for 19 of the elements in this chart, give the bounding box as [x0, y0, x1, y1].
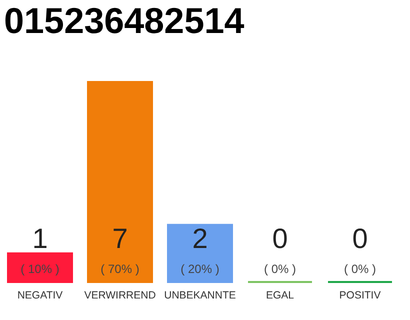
annotation: ( 0% ) — [344, 262, 376, 276]
data-label: 7 — [112, 223, 128, 254]
data-label: 2 — [192, 223, 208, 254]
bar — [7, 252, 73, 283]
x-tick-label: NEGATIV — [17, 290, 63, 302]
annotation: ( 70% ) — [100, 262, 140, 276]
bar — [167, 224, 233, 283]
data-label: 0 — [352, 223, 368, 254]
data-label: 0 — [272, 223, 288, 254]
x-tick-label: UNBEKANNTE — [164, 290, 236, 302]
annotation: ( 10% ) — [20, 262, 60, 276]
annotation: ( 20% ) — [180, 262, 220, 276]
x-tick-label: EGAL — [266, 290, 294, 302]
chart-title: 015236482514 — [4, 0, 244, 41]
x-tick-label: POSITIV — [339, 290, 381, 302]
x-tick-label: VERWIRREND — [84, 290, 156, 302]
annotation: ( 0% ) — [264, 262, 296, 276]
data-label: 1 — [32, 223, 48, 254]
bar — [87, 81, 153, 283]
